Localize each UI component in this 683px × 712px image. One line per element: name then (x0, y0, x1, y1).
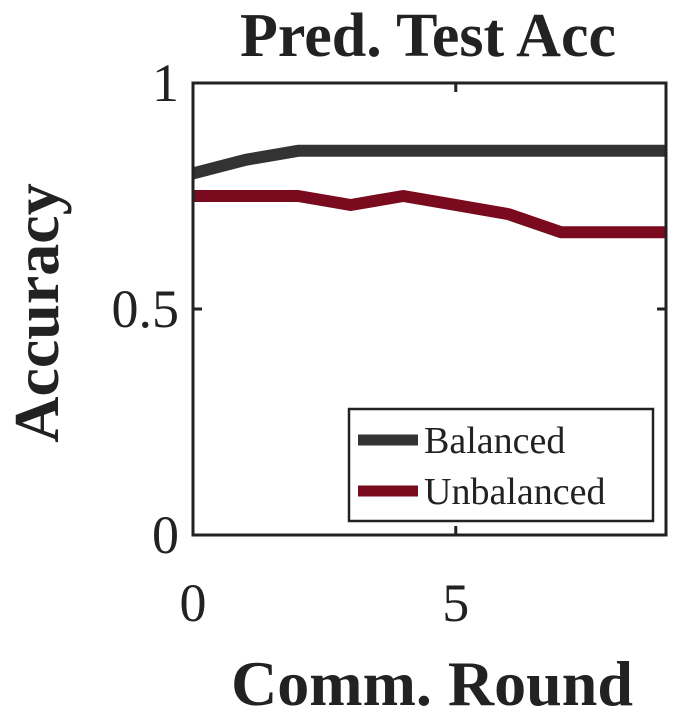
series-layer (191, 144, 666, 239)
y-axis-label: Accuracy (1, 183, 72, 442)
series-line-balanced (191, 144, 666, 180)
legend-label-unbalanced: Unbalanced (424, 471, 605, 513)
y-tick-label-0: 0 (152, 505, 179, 565)
x-axis-label: Comm. Round (231, 648, 633, 712)
legend-box (347, 407, 655, 523)
y-tick-label-1: 0.5 (112, 279, 180, 339)
series-line-unbalanced (193, 190, 666, 239)
legend: Balanced Unbalanced (347, 407, 655, 523)
tick-layer: 0 0.5 1 0 5 (112, 53, 666, 633)
x-tick-label-0: 0 (180, 573, 207, 633)
legend-label-balanced: Balanced (424, 420, 565, 462)
chart-title: Pred. Test Acc (240, 2, 616, 70)
x-tick-label-1: 5 (442, 573, 469, 633)
y-tick-label-2: 1 (152, 53, 179, 113)
